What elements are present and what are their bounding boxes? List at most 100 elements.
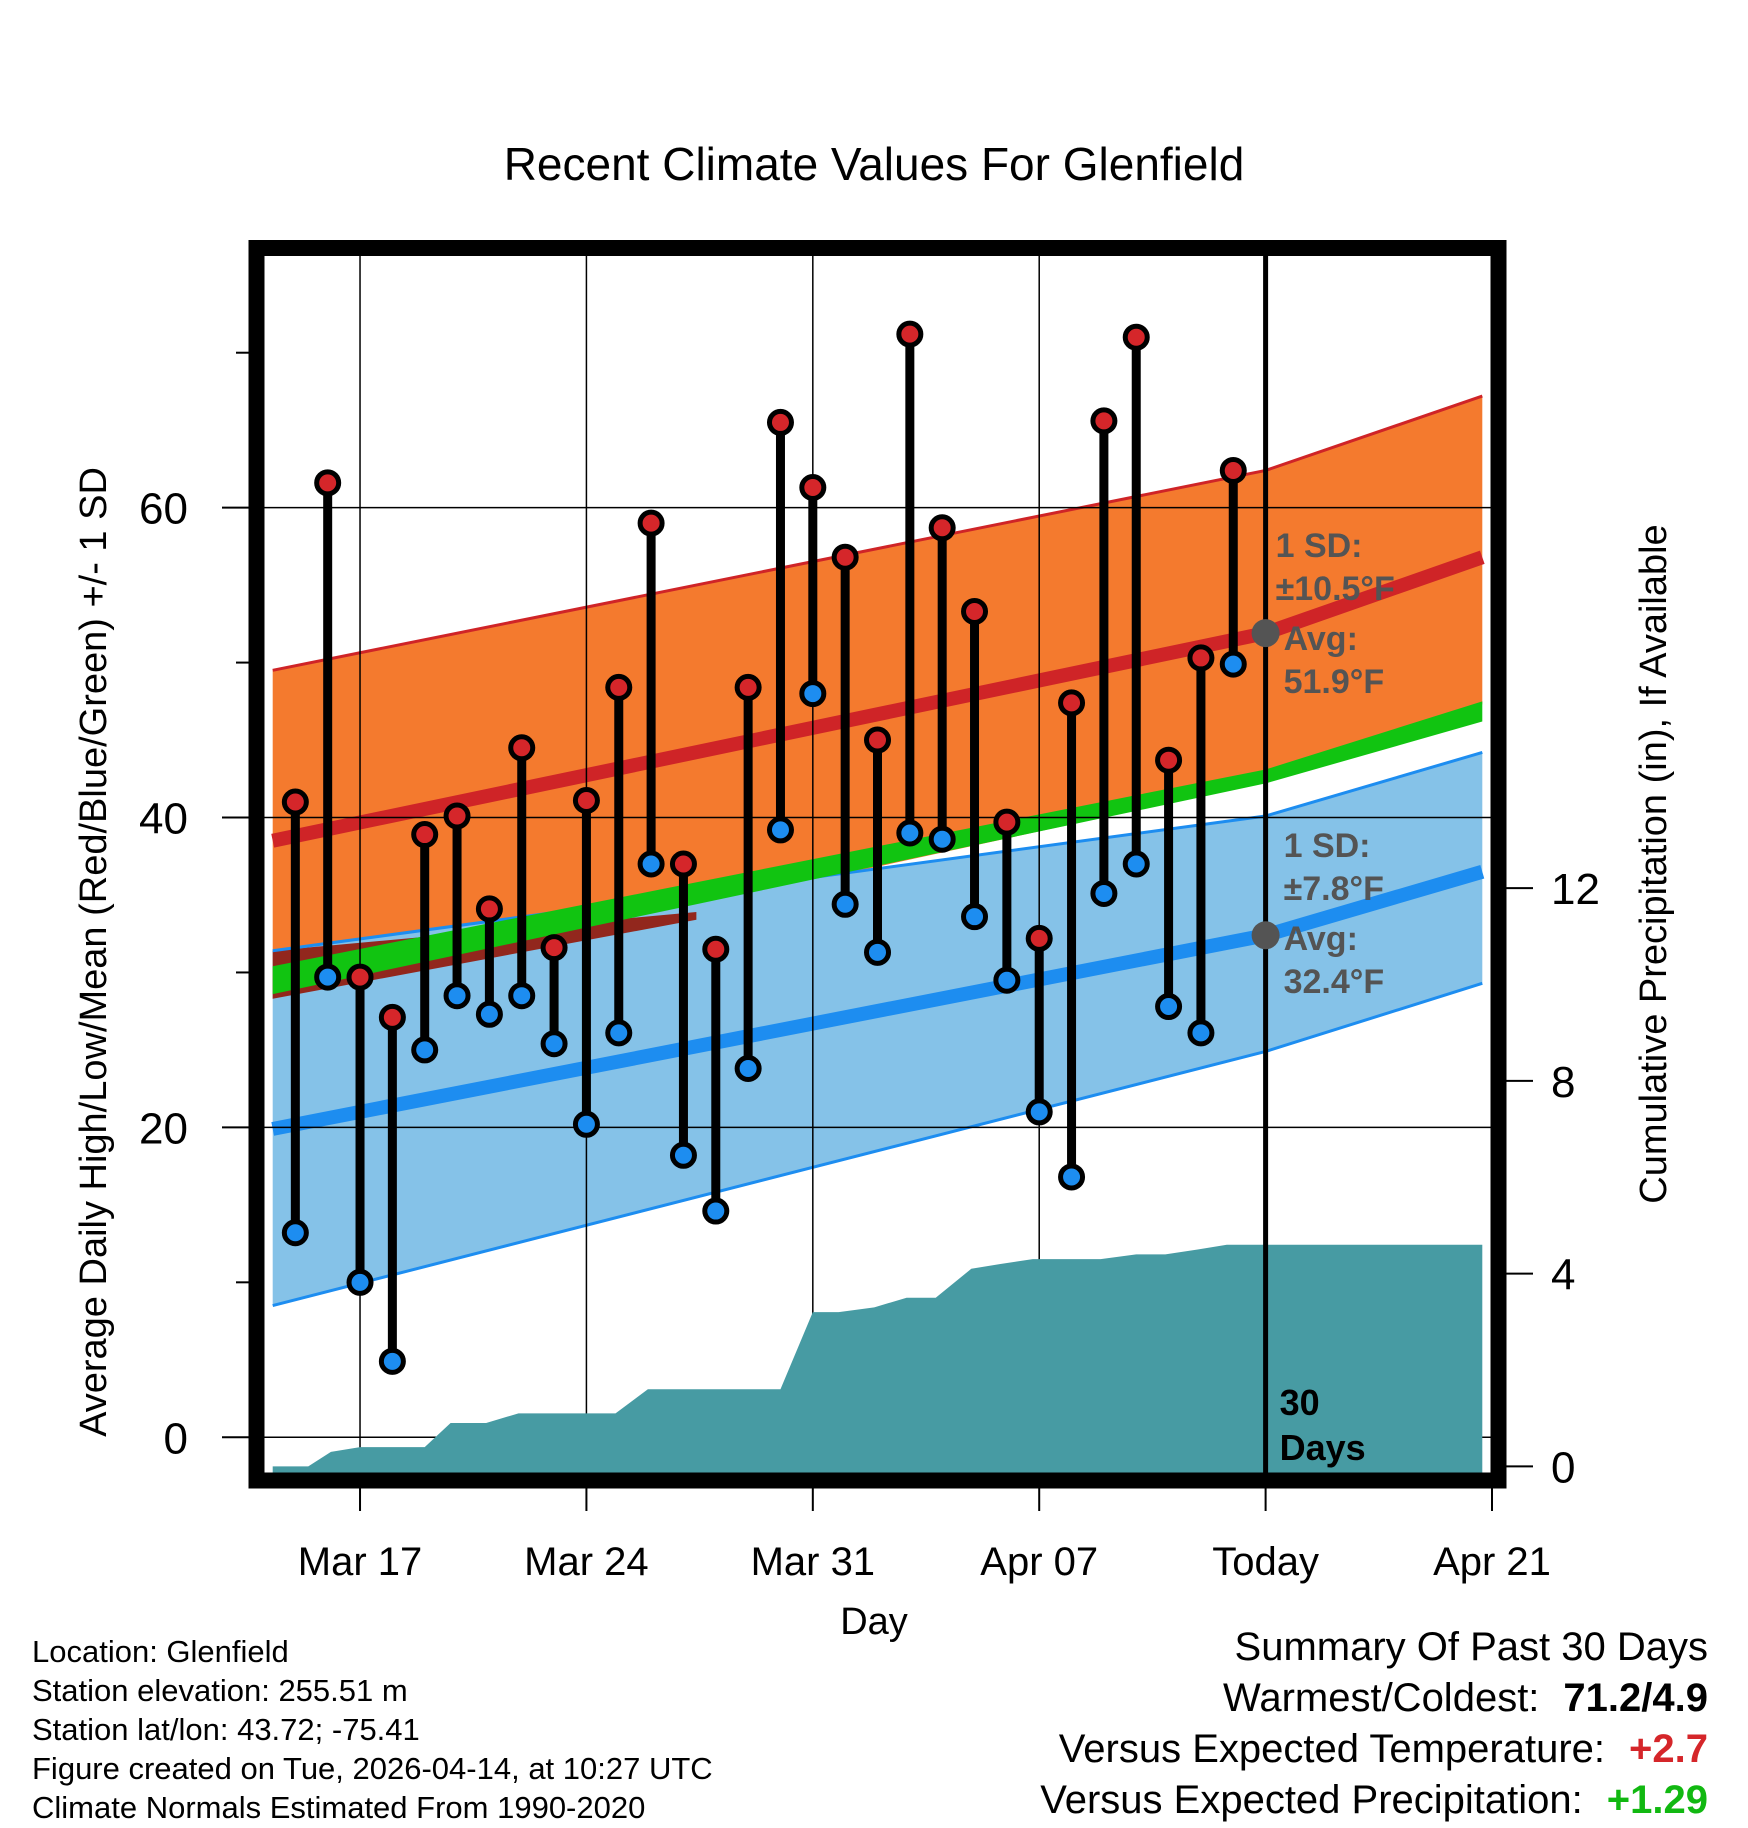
high-point [1058, 689, 1086, 717]
low-point [411, 1036, 439, 1064]
x-tick-label: Mar 24 [524, 1540, 649, 1584]
high-point [993, 808, 1021, 836]
created-text: Figure created on Tue, 2026-04-14, at 10… [32, 1751, 713, 1786]
low-avg-label: Avg: [1284, 920, 1358, 958]
y2-tick-label: 0 [1551, 1443, 1575, 1492]
low-point [1090, 879, 1118, 907]
high-point [1155, 746, 1183, 774]
high-point [411, 821, 439, 849]
days-marker-number: 30 [1280, 1382, 1320, 1423]
high-point [314, 469, 342, 497]
high-point [896, 320, 924, 348]
x-tick-label: Mar 31 [751, 1540, 876, 1584]
low-point [1122, 850, 1150, 878]
low-point [766, 816, 794, 844]
high-avg-label: Avg: [1284, 620, 1358, 658]
latlon-text: Station lat/lon: 43.72; -75.41 [32, 1712, 420, 1747]
high-sd-band [272, 396, 1483, 999]
high-point [637, 509, 665, 537]
low-point [572, 1110, 600, 1138]
high-sd-label: 1 SD: [1276, 527, 1363, 565]
y-tick-label: 40 [139, 795, 188, 844]
low-point [928, 825, 956, 853]
days-marker-label: Days [1280, 1427, 1366, 1468]
high-point [475, 895, 503, 923]
station-info: Location: Glenfield Station elevation: 2… [32, 1632, 713, 1827]
y2-tick-label: 8 [1551, 1058, 1575, 1107]
temp-anomaly-value: +2.7 [1629, 1727, 1708, 1771]
high-point [766, 408, 794, 436]
low-point [378, 1347, 406, 1375]
high-point [1187, 644, 1215, 672]
low-point [605, 1019, 633, 1047]
high-point [864, 726, 891, 754]
precip-anomaly-value: +1.29 [1606, 1778, 1708, 1822]
summary-temperature: Versus Expected Temperature: +2.7 [1040, 1724, 1708, 1775]
summary-precipitation: Versus Expected Precipitation: +1.29 [1040, 1775, 1708, 1826]
high-point [831, 543, 859, 571]
high-sd-value: ±10.5°F [1276, 570, 1395, 608]
location-text: Location: Glenfield [32, 1634, 289, 1669]
y-tick-label: 20 [139, 1104, 188, 1153]
low-avg-marker [1251, 921, 1280, 950]
low-point [1187, 1019, 1215, 1047]
high-point [443, 802, 471, 830]
high-avg-value: 51.9°F [1284, 663, 1385, 701]
axes: 0 20 40 60 0 4 8 12 Mar 17 Mar 24 Mar 31 Apr 07 Toda… [139, 240, 1600, 1584]
elevation-text: Station elevation: 255.51 m [32, 1673, 408, 1708]
high-point [540, 934, 568, 962]
low-point [831, 890, 859, 918]
plot-area: 1 SD: ±10.5°F Avg: 51.9°F 1 SD: ±7.8°F Avg: 32.… [263, 252, 1492, 1476]
y2-axis-label: Cumulative Precipitation (in), If Availa… [1633, 524, 1675, 1203]
low-point [864, 938, 891, 966]
warmest-coldest-value: 71.2/4.9 [1563, 1676, 1708, 1720]
high-point [1090, 407, 1118, 435]
low-avg-value: 32.4°F [1284, 963, 1385, 1001]
high-point [378, 1003, 406, 1031]
high-point [669, 850, 697, 878]
low-point [540, 1030, 568, 1058]
summary-warmest-coldest: Warmest/Coldest: 71.2/4.9 [1040, 1673, 1708, 1724]
high-point [799, 474, 827, 502]
low-point [346, 1268, 374, 1296]
high-point [1122, 323, 1150, 351]
high-point [281, 788, 309, 816]
high-point [734, 673, 762, 701]
temp-anomaly-label: Versus Expected Temperature: [1058, 1727, 1606, 1771]
high-point [1219, 456, 1247, 484]
low-point [1219, 650, 1247, 678]
low-point [734, 1055, 762, 1083]
high-point [961, 597, 989, 625]
low-point [314, 963, 342, 991]
y2-tick-label: 4 [1551, 1251, 1575, 1300]
high-point [928, 514, 956, 542]
low-point [669, 1141, 697, 1169]
low-sd-label: 1 SD: [1284, 827, 1371, 865]
low-point [443, 982, 471, 1010]
low-sd-value: ±7.8°F [1284, 870, 1384, 908]
x-tick-label: Today [1212, 1540, 1319, 1584]
x-tick-label: Apr 21 [1433, 1540, 1551, 1584]
x-tick-label: Mar 17 [298, 1540, 423, 1584]
low-sd-band [272, 752, 1483, 1306]
summary-panel: Summary Of Past 30 Days Warmest/Coldest:… [1040, 1622, 1708, 1826]
normals-text: Climate Normals Estimated From 1990-2020 [32, 1790, 646, 1825]
y-axis-label: Average Daily High/Low/Mean (Red/Blue/Gr… [73, 467, 115, 1437]
low-point [508, 982, 536, 1010]
plot-frame [248, 240, 1507, 1489]
low-point [993, 966, 1021, 994]
high-point [346, 963, 374, 991]
low-point [281, 1219, 309, 1247]
low-point [1155, 993, 1183, 1021]
high-point [508, 734, 536, 762]
chart-title: Recent Climate Values For Glenfield [504, 138, 1245, 190]
low-point [799, 680, 827, 708]
low-point [702, 1197, 730, 1225]
low-point [475, 1000, 503, 1028]
high-point [572, 786, 600, 814]
precip-area [272, 1244, 1483, 1476]
high-point [605, 673, 633, 701]
low-point [1025, 1098, 1053, 1126]
summary-title: Summary Of Past 30 Days [1234, 1625, 1708, 1669]
